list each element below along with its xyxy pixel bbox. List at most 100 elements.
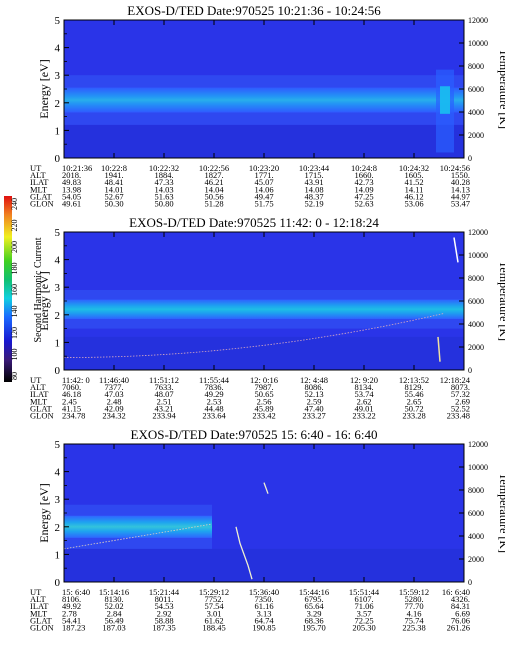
table-cell: 11:55:44 [199, 375, 230, 385]
y-tick-label: 5 [55, 227, 61, 239]
table-cell: 1660. [354, 170, 373, 180]
colorbar-gradient [4, 196, 12, 382]
table-cell: 52.52 [451, 403, 470, 413]
y-tick-label: 1 [55, 337, 61, 349]
y-tick-label: 3 [55, 282, 61, 294]
table-cell: 49.01 [354, 403, 373, 413]
table-cell: 12: 0:16 [250, 375, 278, 385]
energy-band [64, 299, 464, 319]
table-cell: 54.53 [154, 601, 173, 611]
table-cell: 233.94 [152, 411, 176, 421]
y2-tick-label: 2000 [468, 555, 484, 564]
energy-band [64, 87, 464, 113]
table-cell: 1827. [204, 170, 223, 180]
table-cell: 234.78 [62, 411, 85, 421]
table-cell: 53.47 [451, 199, 470, 209]
table-cell: 2.48 [107, 396, 122, 406]
table-cell: 53.06 [404, 199, 423, 209]
table-cell: 43.91 [304, 177, 323, 187]
table-cell: 2.69 [455, 396, 470, 406]
edge-feature-core [440, 86, 450, 114]
table-cell: 8011. [155, 594, 174, 604]
table-cell: 233.27 [302, 411, 325, 421]
panel-title: EXOS-D/TED Date:970525 10:21:36 - 10:24:… [127, 3, 381, 18]
table-cell: 10:24:32 [399, 163, 429, 173]
y2-tick-label: 6000 [468, 509, 484, 518]
table-cell: 12: 4:48 [300, 375, 328, 385]
table-cell: 3.57 [357, 608, 372, 618]
table-cell: 10:21:36 [62, 163, 92, 173]
temperature-trace [63, 313, 445, 359]
y-tick-label: 0 [55, 365, 61, 377]
table-cell: 52.19 [304, 199, 323, 209]
table-cell: 49.61 [62, 199, 81, 209]
table-cell: 7836. [204, 382, 223, 392]
table-cell: 1771. [254, 170, 273, 180]
colorbar-tick-label: 200 [10, 241, 19, 253]
table-cell: 187.35 [152, 623, 175, 633]
y2-tick-label: 12000 [468, 440, 488, 449]
table-cell: 44.48 [204, 403, 223, 413]
table-cell: 2.65 [407, 396, 422, 406]
low-energy-region [64, 548, 464, 582]
y2-axis-label: Temperature [K] [497, 49, 505, 129]
table-cell: 6795. [304, 594, 323, 604]
table-cell: 72.25 [354, 615, 373, 625]
table-cell: 47.25 [354, 191, 373, 201]
y2-tick-label: 4000 [468, 320, 484, 329]
table-cell: 1550. [451, 170, 470, 180]
y2-tick-label: 10000 [468, 463, 488, 472]
colorbar-tick-label: 80 [10, 372, 19, 380]
y2-tick-label: 8000 [468, 486, 484, 495]
table-cell: 233.64 [202, 411, 226, 421]
table-cell: 71.06 [354, 601, 373, 611]
table-cell: 46.18 [62, 389, 81, 399]
y-tick-label: 5 [55, 15, 61, 27]
y2-axis-label: Temperature [K] [497, 473, 505, 553]
y2-tick-label: 12000 [468, 228, 488, 237]
table-row-label: UT [30, 163, 42, 173]
table-cell: 195.70 [302, 623, 325, 633]
table-cell: 15:14:16 [99, 587, 129, 597]
table-cell: 10:24:56 [440, 163, 470, 173]
table-cell: 8086. [304, 382, 323, 392]
table-cell: 14.09 [354, 184, 373, 194]
table-cell: 53.74 [354, 389, 374, 399]
colorbar-label: Second Harmonic Current [33, 237, 44, 342]
table-cell: 64.74 [254, 615, 274, 625]
y-tick-label: 4 [55, 467, 61, 479]
colorbar-tick-label: 100 [10, 349, 19, 361]
table-cell: 1884. [154, 170, 173, 180]
table-cell: 7752. [204, 594, 223, 604]
y-tick-label: 2 [55, 310, 61, 322]
y-tick-label: 2 [55, 98, 61, 110]
table-cell: 49.92 [62, 601, 81, 611]
table-row-label: ALT [30, 382, 47, 392]
table-cell: 11:46:40 [99, 375, 129, 385]
table-cell: 14.11 [405, 184, 424, 194]
table-cell: 41.52 [404, 177, 423, 187]
temperature-spike [453, 237, 459, 263]
y-axis-label: Energy [eV] [37, 59, 51, 118]
table-row-label: GLAT [30, 615, 53, 625]
table-cell: 40.28 [451, 177, 470, 187]
table-cell: 2.51 [157, 396, 172, 406]
energy-band-halo [64, 75, 464, 125]
table-row-label: GLAT [30, 403, 53, 413]
y-tick-label: 0 [55, 577, 61, 589]
y-tick-label: 4 [55, 255, 61, 267]
table-cell: 8106. [62, 594, 81, 604]
table-cell: 14.04 [204, 184, 224, 194]
table-cell: 187.23 [62, 623, 85, 633]
y-tick-label: 1 [55, 549, 61, 561]
y2-tick-label: 8000 [468, 274, 484, 283]
table-cell: 47.33 [154, 177, 173, 187]
y2-tick-label: 10000 [468, 251, 488, 260]
y2-tick-label: 6000 [468, 85, 484, 94]
table-cell: 5280. [404, 594, 423, 604]
table-cell: 42.09 [104, 403, 123, 413]
y2-tick-label: 0 [468, 366, 472, 375]
low-energy-region [64, 336, 464, 370]
table-cell: 14.13 [451, 184, 470, 194]
